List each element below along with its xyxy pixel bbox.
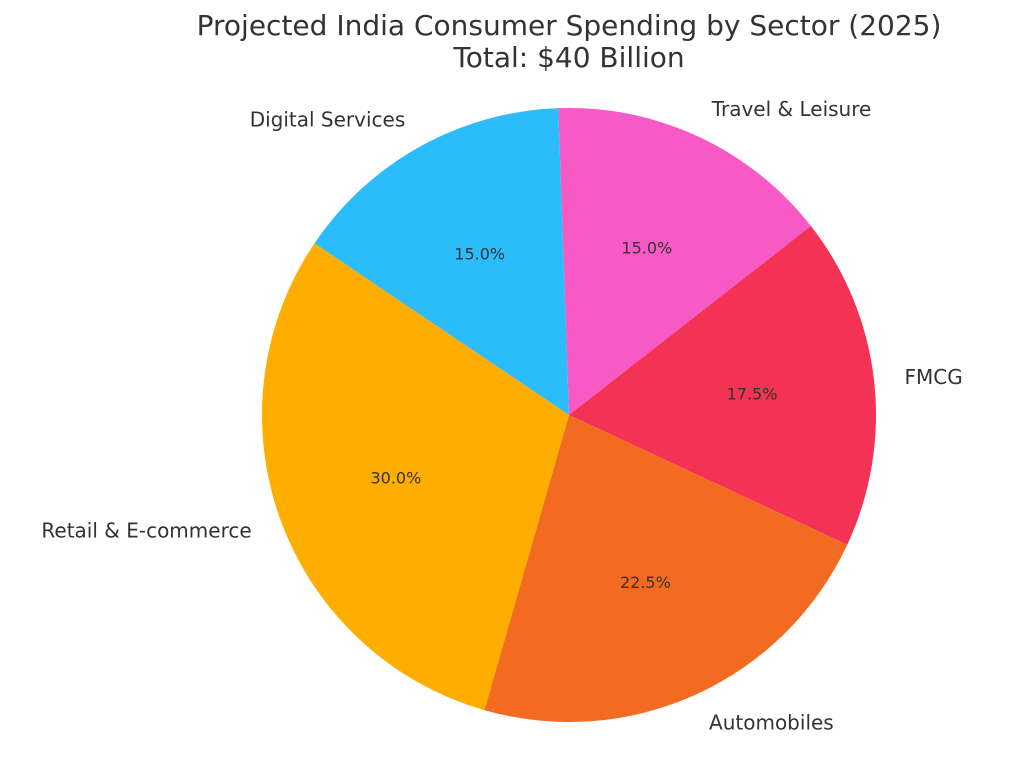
pie-slice-digital-services bbox=[314, 108, 569, 416]
slice-percent-retail-e-commerce: 30.0% bbox=[370, 469, 421, 488]
chart-title: Projected India Consumer Spending by Sec… bbox=[197, 9, 942, 42]
pie-slice-retail-e-commerce bbox=[261, 243, 569, 711]
pie-slice-travel-leisure bbox=[558, 108, 811, 416]
chart-subtitle: Total: $40 Billion bbox=[452, 41, 684, 74]
pie-slices bbox=[261, 108, 876, 722]
slice-label-retail-e-commerce: Retail & E-commerce bbox=[41, 519, 251, 543]
slice-percent-automobiles: 22.5% bbox=[620, 573, 671, 592]
slice-percent-travel-leisure: 15.0% bbox=[621, 239, 672, 258]
pie-labels: Travel & Leisure 15.0% FMCG 17.5% Automobile… bbox=[41, 97, 962, 734]
slice-percent-digital-services: 15.0% bbox=[454, 244, 505, 263]
slice-label-travel-leisure: Travel & Leisure bbox=[711, 97, 872, 121]
slice-label-digital-services: Digital Services bbox=[250, 108, 406, 132]
pie-slice-automobiles bbox=[484, 415, 848, 722]
pie-slice-fmcg bbox=[569, 225, 876, 545]
slice-label-automobiles: Automobiles bbox=[709, 710, 834, 734]
slice-label-fmcg: FMCG bbox=[905, 365, 963, 389]
slice-percent-fmcg: 17.5% bbox=[727, 385, 778, 404]
